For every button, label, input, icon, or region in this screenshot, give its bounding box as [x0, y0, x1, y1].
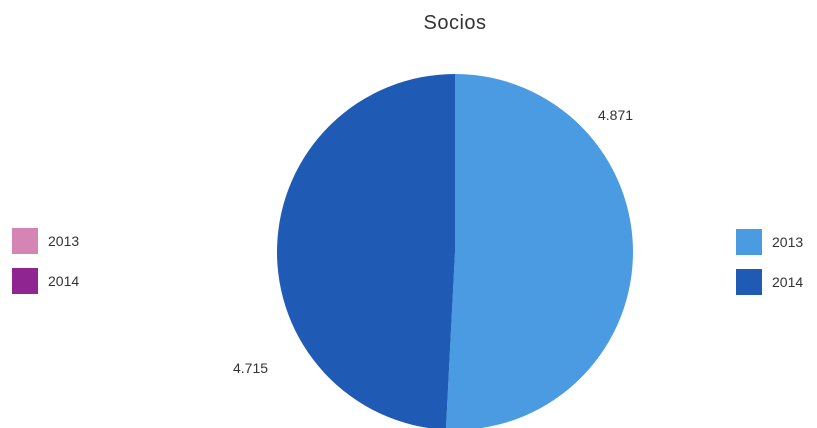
- legend-swatch: [12, 268, 38, 294]
- legend: 2013 2014: [736, 222, 803, 302]
- legend-item-2013[interactable]: 2013: [736, 222, 803, 262]
- legend-item-2014[interactable]: 2014: [736, 262, 803, 302]
- legend-secondary-item-2014[interactable]: 2014: [12, 261, 79, 301]
- legend-swatch: [12, 228, 38, 254]
- legend-label: 2014: [772, 274, 804, 290]
- legend-label: 2013: [772, 234, 804, 250]
- legend-label: 2013: [48, 233, 80, 249]
- data-label-2013: 4.871: [598, 107, 634, 123]
- legend-label: 2014: [48, 273, 80, 289]
- pie-slice-2014[interactable]: [277, 74, 455, 428]
- legend-swatch: [736, 269, 762, 295]
- data-label-2014: 4.715: [233, 360, 269, 376]
- legend-secondary-item-2013[interactable]: 2013: [12, 221, 79, 261]
- pie-slice-2013[interactable]: [445, 74, 633, 428]
- chart-title: Socios: [423, 12, 487, 34]
- legend-swatch: [736, 229, 762, 255]
- legend-secondary: 2013 2014: [12, 221, 79, 301]
